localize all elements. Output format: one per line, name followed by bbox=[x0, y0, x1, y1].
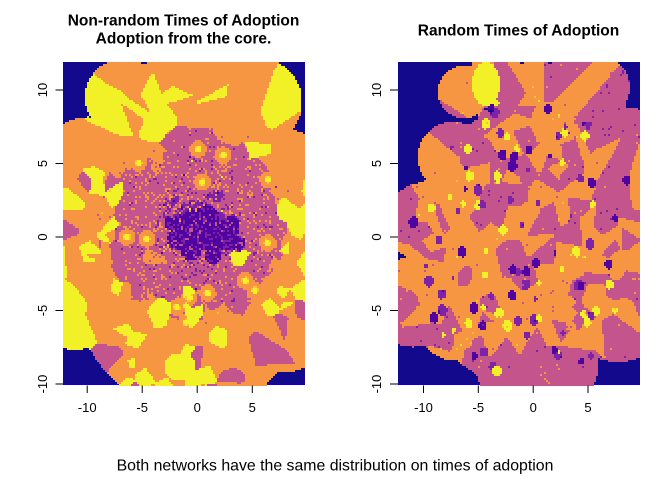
svg-text:Non-random Times of Adoption: Non-random Times of Adoption bbox=[68, 12, 300, 29]
svg-text:Adoption from the core.: Adoption from the core. bbox=[96, 30, 272, 47]
svg-text:10: 10 bbox=[369, 83, 384, 97]
svg-text:-10: -10 bbox=[369, 375, 384, 394]
svg-text:0: 0 bbox=[194, 400, 201, 415]
svg-text:-10: -10 bbox=[414, 400, 433, 415]
svg-text:0: 0 bbox=[369, 233, 384, 240]
svg-text:-5: -5 bbox=[35, 305, 50, 317]
svg-text:-5: -5 bbox=[473, 400, 485, 415]
svg-text:-10: -10 bbox=[78, 400, 97, 415]
svg-text:0: 0 bbox=[530, 400, 537, 415]
svg-text:5: 5 bbox=[35, 160, 50, 167]
svg-text:0: 0 bbox=[35, 233, 50, 240]
svg-text:Both networks have the same di: Both networks have the same distribution… bbox=[117, 458, 554, 475]
svg-text:5: 5 bbox=[584, 400, 591, 415]
svg-text:-10: -10 bbox=[35, 375, 50, 394]
svg-text:10: 10 bbox=[35, 83, 50, 97]
svg-text:-5: -5 bbox=[136, 400, 148, 415]
svg-text:5: 5 bbox=[249, 400, 256, 415]
svg-text:-5: -5 bbox=[369, 305, 384, 317]
svg-text:Random Times of Adoption: Random Times of Adoption bbox=[418, 22, 620, 39]
svg-text:5: 5 bbox=[369, 160, 384, 167]
